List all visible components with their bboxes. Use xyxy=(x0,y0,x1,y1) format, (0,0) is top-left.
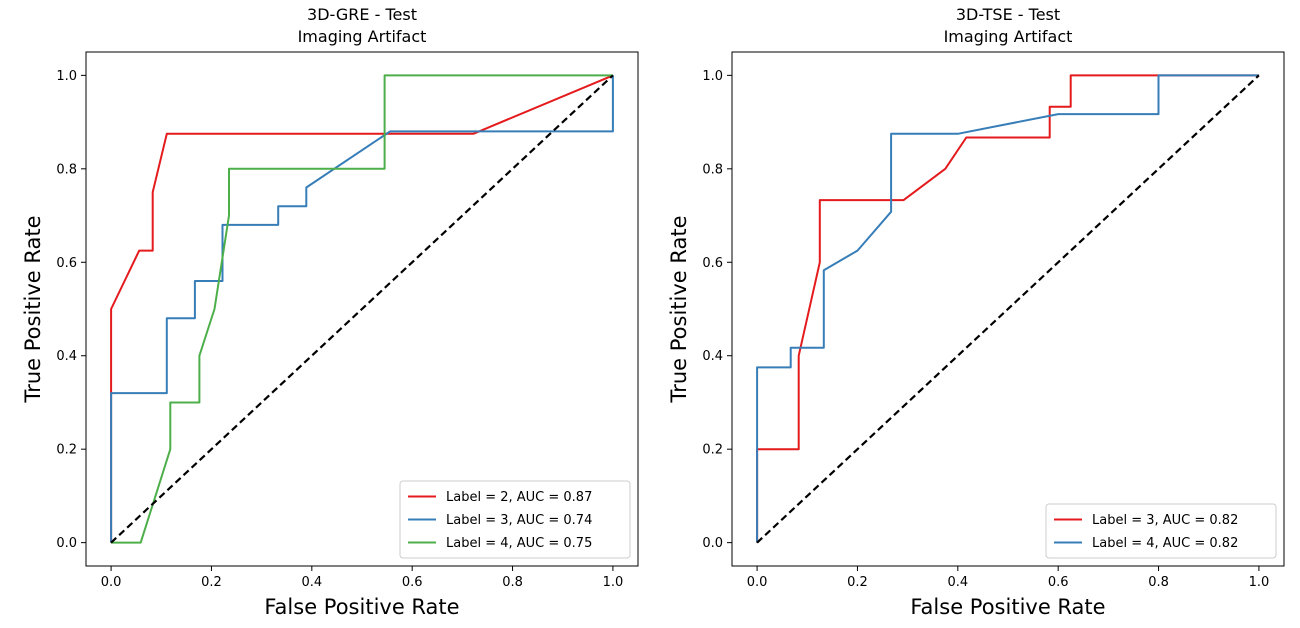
x-axis-label: False Positive Rate xyxy=(264,595,459,619)
y-tick-label: 0.8 xyxy=(702,162,723,177)
x-tick-label: 0.6 xyxy=(402,575,423,590)
y-tick-label: 0.6 xyxy=(56,256,77,271)
y-axis-label: True Positive Rate xyxy=(21,215,45,403)
plot-frame xyxy=(85,51,639,567)
legend-entry: Label = 4, AUC = 0.75 xyxy=(446,536,592,551)
plot-frame xyxy=(731,51,1285,567)
x-tick-label: 1.0 xyxy=(603,575,624,590)
chart-subtitle: Imaging Artifact xyxy=(298,27,427,46)
legend-box xyxy=(1045,503,1277,559)
y-axis-label: True Positive Rate xyxy=(667,215,691,403)
y-tick-label: 0.4 xyxy=(702,349,723,364)
chart-panel-tse: 3D-TSE - Test Imaging Artifact False Pos… xyxy=(667,5,1285,619)
x-tick-label: 0.8 xyxy=(1148,575,1169,590)
chart-panel-gre: 3D-GRE - Test Imaging Artifact False Pos… xyxy=(21,5,639,619)
chart-subtitle: Imaging Artifact xyxy=(944,27,1073,46)
legend-entry: Label = 3, AUC = 0.82 xyxy=(1092,513,1238,528)
legend: Label = 3, AUC = 0.82 Label = 4, AUC = 0.… xyxy=(1045,503,1277,559)
x-tick-label: 0.4 xyxy=(301,575,322,590)
legend-entry: Label = 3, AUC = 0.74 xyxy=(446,513,592,528)
chart-title: 3D-TSE - Test xyxy=(956,5,1060,24)
y-tick-label: 0.8 xyxy=(56,162,77,177)
y-tick-label: 0.0 xyxy=(702,536,723,551)
chance-diagonal-line xyxy=(756,74,1260,544)
roc-series-line xyxy=(110,75,614,543)
x-tick-label: 0.4 xyxy=(947,575,968,590)
roc-series-line xyxy=(756,74,1259,543)
legend-entry: Label = 4, AUC = 0.82 xyxy=(1092,536,1238,551)
legend: Label = 2, AUC = 0.87 Label = 3, AUC = 0.… xyxy=(399,480,631,559)
x-tick-label: 0.0 xyxy=(747,575,768,590)
chart-title: 3D-GRE - Test xyxy=(307,5,417,24)
x-tick-label: 0.6 xyxy=(1048,575,1069,590)
x-tick-label: 0.0 xyxy=(101,575,122,590)
chance-diagonal-line xyxy=(110,74,614,544)
x-tick-label: 0.8 xyxy=(502,575,523,590)
y-tick-label: 0.4 xyxy=(56,349,77,364)
x-axis-label: False Positive Rate xyxy=(910,595,1105,619)
x-tick-label: 0.2 xyxy=(201,575,222,590)
roc-series-line xyxy=(111,74,613,544)
x-tick-label: 0.2 xyxy=(847,575,868,590)
y-tick-label: 0.0 xyxy=(56,536,77,551)
roc-series-line xyxy=(756,74,1259,543)
roc-series-line xyxy=(110,74,614,543)
legend-entry: Label = 2, AUC = 0.87 xyxy=(446,490,592,505)
legend-box xyxy=(399,480,631,559)
x-tick-label: 1.0 xyxy=(1249,575,1270,590)
y-tick-label: 0.2 xyxy=(702,443,723,458)
y-tick-label: 1.0 xyxy=(702,69,723,84)
y-tick-label: 0.6 xyxy=(702,256,723,271)
y-tick-label: 1.0 xyxy=(56,69,77,84)
y-tick-label: 0.2 xyxy=(56,443,77,458)
